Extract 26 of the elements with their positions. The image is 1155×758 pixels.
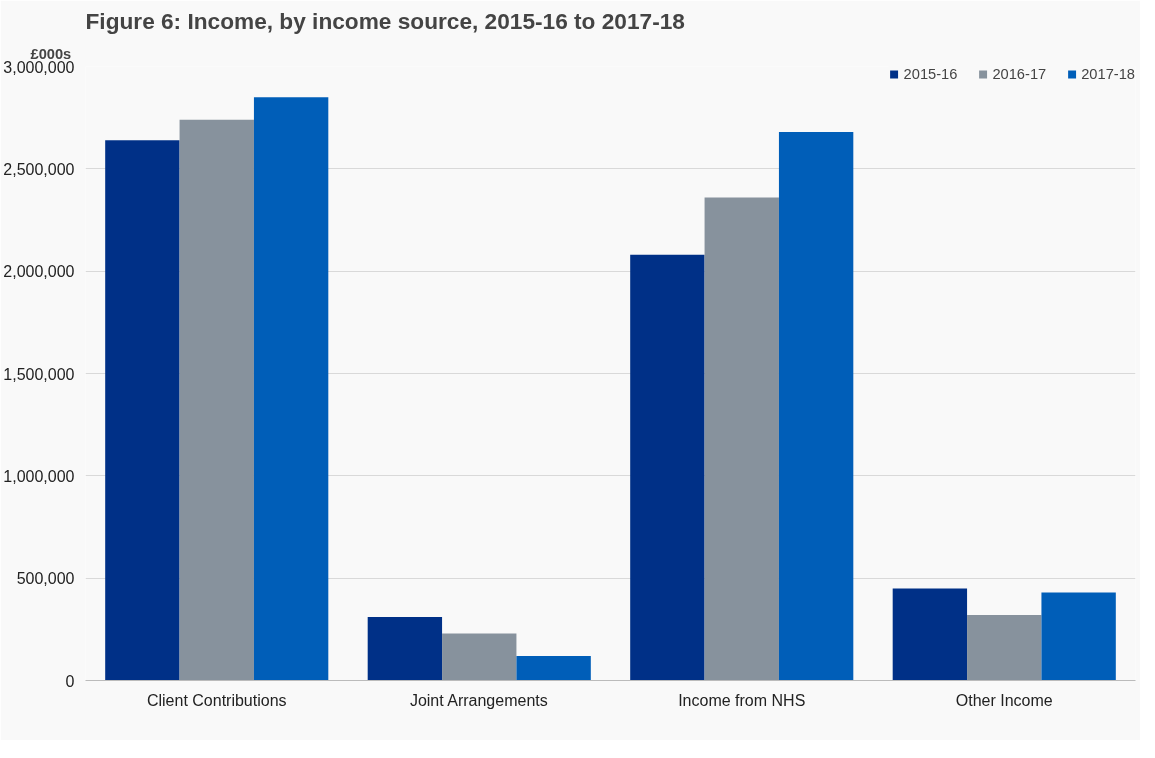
bar xyxy=(704,197,779,681)
bar xyxy=(967,615,1042,681)
bar xyxy=(778,131,854,681)
bar xyxy=(892,588,968,681)
x-tick-label: Client Contributions xyxy=(146,691,287,709)
y-tick-label: 500,000 xyxy=(16,570,75,588)
legend-label: 2017-18 xyxy=(1081,66,1135,82)
bar xyxy=(442,633,517,681)
x-tick-label: Joint Arrangements xyxy=(409,691,548,709)
chart-title: Figure 6: Income, by income source, 2015-16 to 2017-18 xyxy=(85,7,685,34)
y-tick-label: 0 xyxy=(65,672,75,690)
bar xyxy=(630,254,705,681)
bar xyxy=(516,655,591,681)
x-tick-label: Other Income xyxy=(955,691,1053,709)
bar xyxy=(367,617,443,681)
y-tick-label: 2,500,000 xyxy=(3,160,75,178)
legend-label: 2016-17 xyxy=(992,66,1047,82)
x-tick-label: Income from NHS xyxy=(678,691,806,709)
bar xyxy=(253,97,329,681)
y-tick-label: 1,500,000 xyxy=(3,365,75,383)
y-tick-label: 1,000,000 xyxy=(3,467,75,485)
bar xyxy=(105,140,180,681)
legend-label: 2015-16 xyxy=(903,66,958,82)
y-tick-label: 2,000,000 xyxy=(3,263,75,281)
bar xyxy=(179,119,254,681)
bar xyxy=(1041,592,1116,681)
